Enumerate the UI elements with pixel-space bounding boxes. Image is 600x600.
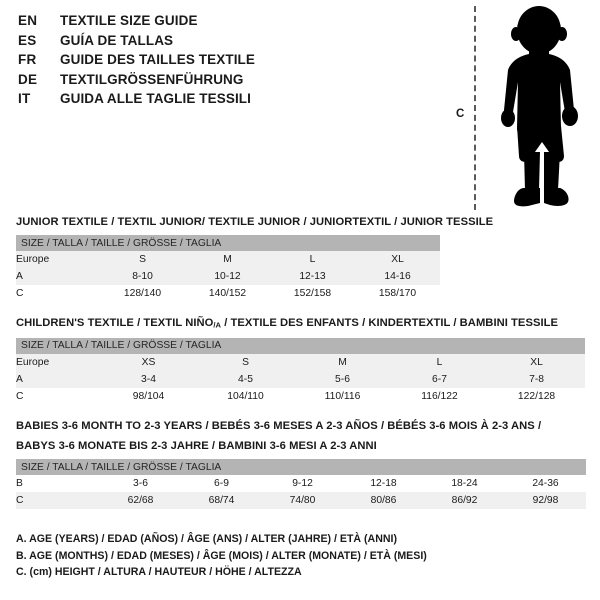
table-band-header-row: SIZE / TALLA / TAILLE / GRÖSSE / TAGLIA xyxy=(16,235,441,251)
language-title: TEXTILE SIZE GUIDE xyxy=(60,13,198,28)
table-cell: 128/140 xyxy=(100,285,185,302)
table-row: C 128/140 140/152 152/158 158/170 xyxy=(16,285,441,302)
table-cell: 86/92 xyxy=(424,492,505,509)
table-cell: S xyxy=(100,251,185,268)
table-band-header-row: SIZE / TALLA / TAILLE / GRÖSSE / TAGLIA xyxy=(16,337,586,354)
band-header-label: SIZE / TALLA / TAILLE / GRÖSSE / TAGLIA xyxy=(16,459,586,475)
table-cell: L xyxy=(391,353,488,371)
table-cell: 158/170 xyxy=(355,285,441,302)
table-cell: 3-6 xyxy=(100,475,181,492)
legend-line-b: B. AGE (MONTHS) / EDAD (MESES) / ÂGE (MO… xyxy=(16,549,427,562)
table-row: A 8-10 10-12 12-13 14-16 xyxy=(16,268,441,285)
measurement-legend: A. AGE (YEARS) / EDAD (AÑOS) / ÂGE (ANS)… xyxy=(16,531,576,581)
table-row: Europe S M L XL xyxy=(16,251,441,268)
table-cell: S xyxy=(197,353,294,371)
legend-line-c: C. (cm) HEIGHT / ALTURA / HAUTEUR / HÖHE… xyxy=(16,566,302,578)
table-cell: 7-8 xyxy=(488,370,586,388)
table-cell: 92/98 xyxy=(505,492,586,509)
row-label: Europe xyxy=(16,251,100,268)
section-title-line1: BABIES 3-6 MONTH TO 2-3 YEARS / BEBÉS 3-… xyxy=(16,420,542,432)
band-header-label: SIZE / TALLA / TAILLE / GRÖSSE / TAGLIA xyxy=(16,235,441,251)
language-code: ES xyxy=(18,32,37,48)
table-cell: 9-12 xyxy=(262,475,343,492)
toddler-silhouette-icon xyxy=(501,6,578,207)
height-dashed-line xyxy=(474,6,476,210)
table-cell: XL xyxy=(488,353,586,371)
table-cell: 4-5 xyxy=(197,370,294,388)
table-cell: L xyxy=(270,251,355,268)
language-code: DE xyxy=(18,71,38,87)
language-code: FR xyxy=(18,52,37,67)
table-cell: 140/152 xyxy=(185,285,270,302)
section-title: CHILDREN'S TEXTILE / TEXTIL NIÑO/A / TEX… xyxy=(16,316,585,333)
children-size-table: SIZE / TALLA / TAILLE / GRÖSSE / TAGLIA … xyxy=(16,337,586,405)
table-cell: 12-13 xyxy=(270,268,355,285)
table-cell: 80/86 xyxy=(343,492,424,509)
language-code: IT xyxy=(18,91,31,106)
language-title: TEXTILGRÖSSENFÜHRUNG xyxy=(60,71,244,87)
table-row: Europe XS S M L XL xyxy=(16,353,586,371)
table-cell: 74/80 xyxy=(262,492,343,509)
section-childrens-textile: CHILDREN'S TEXTILE / TEXTIL NIÑO/A / TEX… xyxy=(16,316,586,405)
language-title-list: EN TEXTILE SIZE GUIDE ES GUÍA DE TALLAS … xyxy=(18,13,418,111)
language-row-fr: FR GUIDE DES TAILLES TEXTILE xyxy=(18,52,418,72)
row-label: B xyxy=(16,475,100,492)
section-title-post: / TEXTILE DES ENFANTS / KINDERTEXTIL / B… xyxy=(221,317,559,329)
table-cell: 5-6 xyxy=(294,370,391,388)
section-title-subscript: /A xyxy=(213,320,222,330)
table-cell: 110/116 xyxy=(294,387,391,405)
table-cell: 6-7 xyxy=(391,370,488,388)
table-cell: 152/158 xyxy=(270,285,355,302)
language-title: GUIDE DES TAILLES TEXTILE xyxy=(60,52,256,67)
table-cell: M xyxy=(294,353,391,371)
section-junior-textile: JUNIOR TEXTILE / TEXTIL JUNIOR/ TEXTILE … xyxy=(16,215,493,302)
language-title: GUIDA ALLE TAGLIE TESSILI xyxy=(60,91,251,106)
table-cell: 3-4 xyxy=(100,370,197,388)
babies-size-table: SIZE / TALLA / TAILLE / GRÖSSE / TAGLIA … xyxy=(16,459,586,509)
row-label: A xyxy=(16,268,100,285)
table-cell: 6-9 xyxy=(181,475,262,492)
table-cell: 98/104 xyxy=(100,387,197,405)
table-cell: 68/74 xyxy=(181,492,262,509)
row-label: Europe xyxy=(16,353,100,371)
table-cell: XS xyxy=(100,353,197,371)
language-code: EN xyxy=(18,13,38,28)
table-cell: 14-16 xyxy=(355,268,441,285)
table-row: C 98/104 104/110 110/116 116/122 122/128 xyxy=(16,387,586,405)
table-cell: M xyxy=(185,251,270,268)
table-row: C 62/68 68/74 74/80 80/86 86/92 92/98 xyxy=(16,492,586,509)
table-cell: 24-36 xyxy=(505,475,586,492)
section-title-line2: BABYS 3-6 MONATE BIS 2-3 JAHRE / BAMBINI… xyxy=(16,440,377,452)
table-band-header-row: SIZE / TALLA / TAILLE / GRÖSSE / TAGLIA xyxy=(16,459,586,475)
table-row: B 3-6 6-9 9-12 12-18 18-24 24-36 xyxy=(16,475,586,492)
table-cell: XL xyxy=(355,251,441,268)
legend-line-a: A. AGE (YEARS) / EDAD (AÑOS) / ÂGE (ANS)… xyxy=(16,533,397,545)
language-row-es: ES GUÍA DE TALLAS xyxy=(18,33,418,53)
language-title: GUÍA DE TALLAS xyxy=(60,32,174,48)
language-row-en: EN TEXTILE SIZE GUIDE xyxy=(18,13,418,33)
junior-size-table: SIZE / TALLA / TAILLE / GRÖSSE / TAGLIA … xyxy=(16,235,441,302)
row-label: C xyxy=(16,492,100,509)
section-title-pre: CHILDREN'S TEXTILE / TEXTIL NIÑO xyxy=(16,317,214,329)
language-row-it: IT GUIDA ALLE TAGLIE TESSILI xyxy=(18,91,418,111)
row-label: A xyxy=(16,370,100,388)
height-measurement-figure: C xyxy=(448,4,596,212)
table-cell: 104/110 xyxy=(197,387,294,405)
table-cell: 10-12 xyxy=(185,268,270,285)
table-cell: 62/68 xyxy=(100,492,181,509)
band-header-label: SIZE / TALLA / TAILLE / GRÖSSE / TAGLIA xyxy=(16,337,586,354)
language-row-de: DE TEXTILGRÖSSENFÜHRUNG xyxy=(18,72,418,92)
table-cell: 116/122 xyxy=(391,387,488,405)
height-marker-label: C xyxy=(456,108,465,120)
table-cell: 18-24 xyxy=(424,475,505,492)
section-title: JUNIOR TEXTILE / TEXTIL JUNIOR/ TEXTILE … xyxy=(16,216,494,228)
table-row: A 3-4 4-5 5-6 6-7 7-8 xyxy=(16,370,586,388)
row-label: C xyxy=(16,387,100,405)
table-cell: 12-18 xyxy=(343,475,424,492)
section-babies-textile: BABIES 3-6 MONTH TO 2-3 YEARS / BEBÉS 3-… xyxy=(16,419,586,509)
table-cell: 122/128 xyxy=(488,387,586,405)
row-label: C xyxy=(16,285,100,302)
table-cell: 8-10 xyxy=(100,268,185,285)
